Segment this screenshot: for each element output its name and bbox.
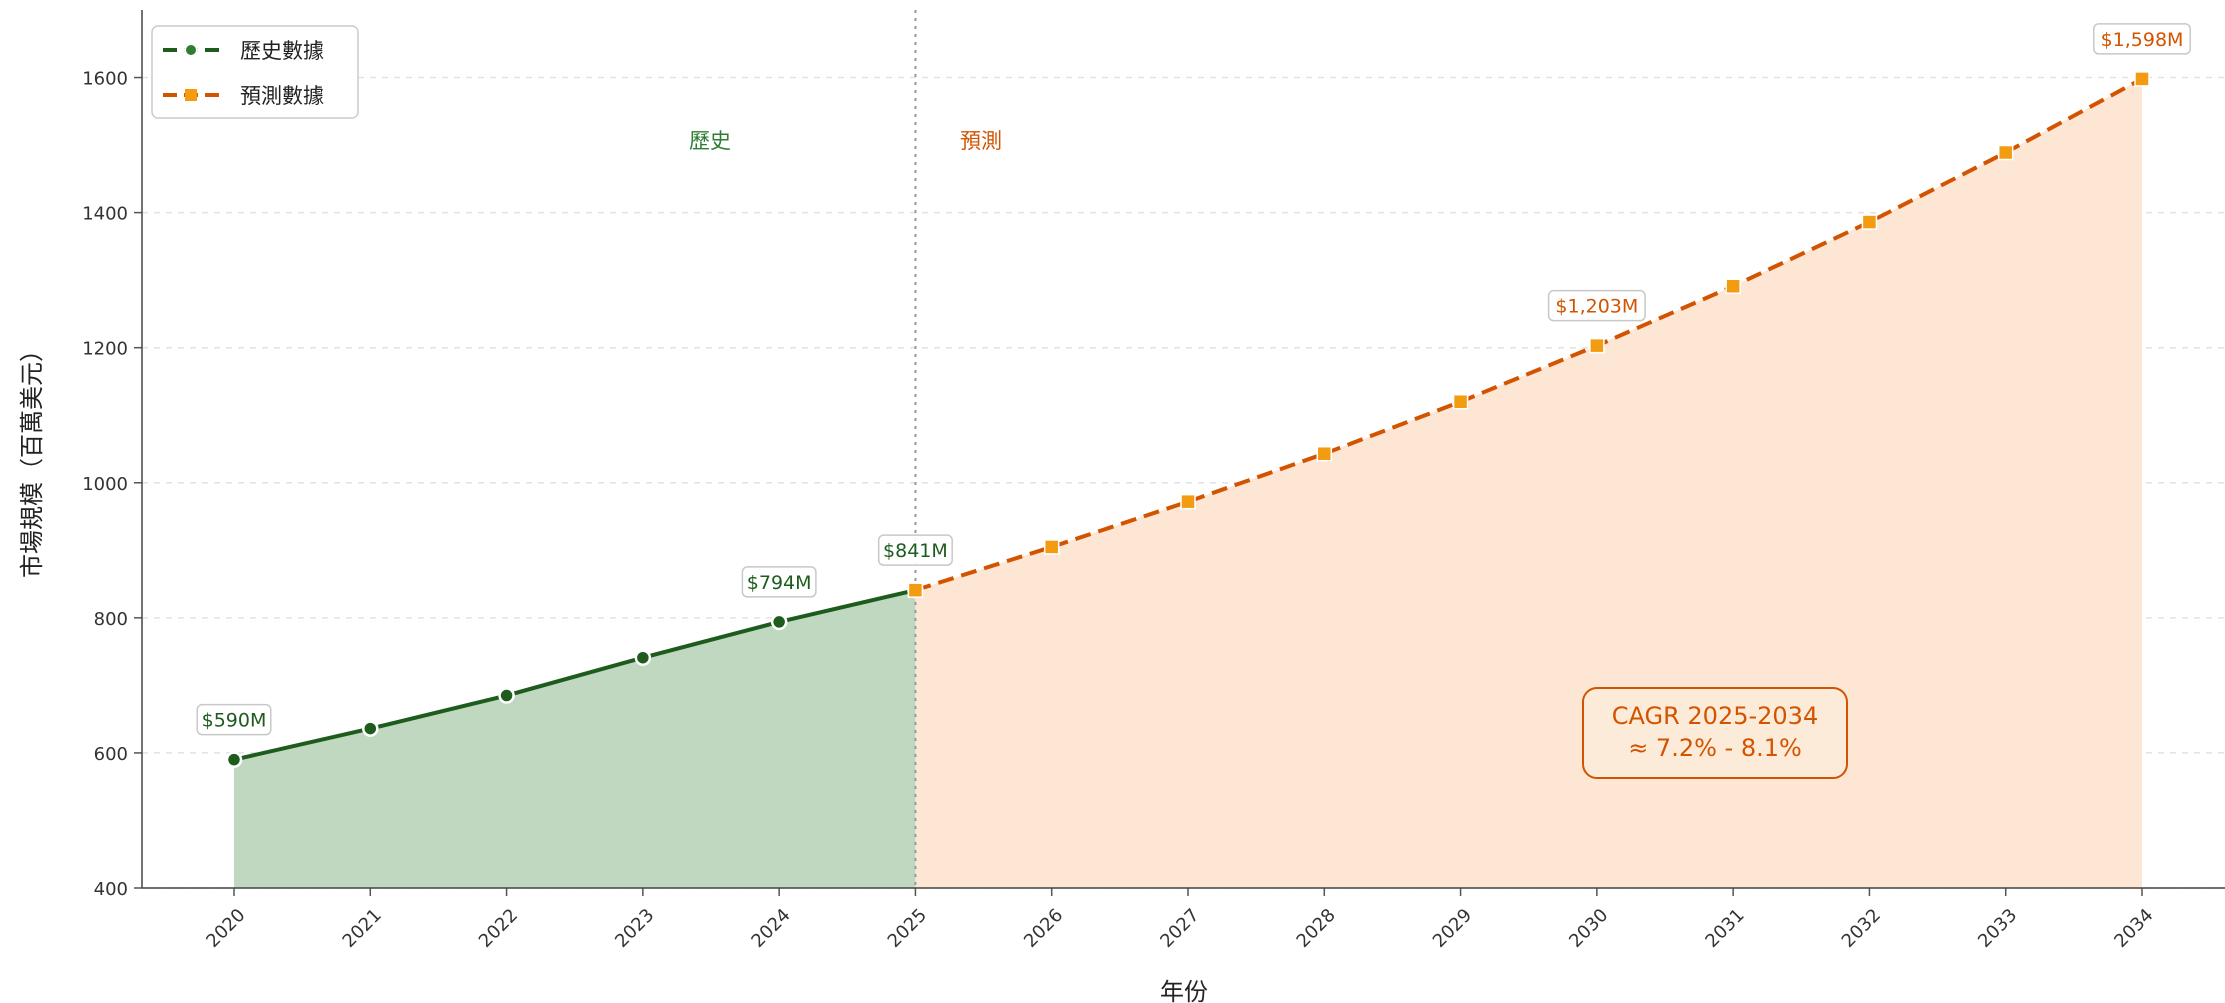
- data-label-2025: $841M: [883, 540, 948, 562]
- y-tick-label-1600: 1600: [82, 69, 128, 90]
- series-1-point-2030: [1589, 337, 1605, 354]
- x-axis-title: 年份: [1160, 978, 1208, 1003]
- y-tick-label-400: 400: [94, 879, 128, 900]
- series-0-point-2021: [362, 720, 379, 737]
- data-label-box-2025: [877, 534, 953, 566]
- data-label-2034: $1,598M: [2101, 29, 2184, 51]
- x-tick-label-2023: 2023: [611, 905, 658, 952]
- history-phase-label: 歷史: [689, 129, 731, 153]
- series-1-point-2033: [1997, 144, 2014, 161]
- data-label-box-2024: [741, 566, 817, 598]
- x-tick-label-2021: 2021: [339, 905, 386, 952]
- series-lines: [233, 77, 2143, 762]
- x-tick-label-2028: 2028: [1293, 905, 1340, 952]
- series-0-area: [234, 590, 916, 888]
- series-1-point-2026: [1043, 539, 1060, 555]
- x-tick-label-2032: 2032: [1838, 905, 1885, 952]
- series-0-line: [233, 588, 916, 762]
- series-0-point-2022: [498, 687, 515, 704]
- data-label-2030: $1,203M: [1555, 296, 1638, 318]
- y-axis-title: 市場規模（百萬美元）: [18, 338, 46, 578]
- x-tick-label-2025: 2025: [884, 905, 931, 952]
- series-1-point-2034: [2134, 71, 2150, 87]
- x-tick-label-2026: 2026: [1020, 905, 1067, 952]
- legend-forecast-label: 預測數據: [240, 84, 324, 108]
- area-fills: [234, 78, 2142, 889]
- x-tick-label-2031: 2031: [1701, 905, 1748, 952]
- series-1-point-2028: [1316, 445, 1333, 462]
- cagr-annotation: CAGR 2025-2034 ≈ 7.2% - 8.1%: [1582, 687, 1848, 779]
- series-1-point-2032: [1861, 214, 1878, 230]
- data-labels: $590M $794M $841M $1,203M $1,598M: [196, 23, 2191, 736]
- series-0-point-2024: [770, 613, 788, 631]
- x-tick-label-2020: 2020: [202, 905, 249, 952]
- cagr-annotation-line1: CAGR 2025-2034: [1612, 702, 1818, 730]
- data-label-2024: $794M: [747, 572, 812, 594]
- x-tick-label-2029: 2029: [1429, 905, 1476, 952]
- x-tick-label-2027: 2027: [1156, 905, 1203, 952]
- series-markers: [225, 71, 2150, 768]
- series-1-point-2029: [1452, 393, 1469, 410]
- data-label-2020: $590M: [202, 710, 267, 732]
- y-tick-label-1400: 1400: [82, 204, 128, 225]
- legend-forecast-marker: [185, 89, 197, 101]
- cagr-annotation-line2: ≈ 7.2% - 8.1%: [1628, 734, 1802, 762]
- series-1-line: [914, 77, 2143, 593]
- x-tick-label-2024: 2024: [747, 905, 794, 952]
- series-1-point-2025: [907, 582, 924, 598]
- data-label-box-2030: [1547, 289, 1646, 322]
- series-1-point-2031: [1725, 278, 1741, 294]
- series-0-point-2023: [634, 649, 652, 666]
- x-tick-label-2022: 2022: [475, 905, 522, 952]
- x-tick-label-2034: 2034: [2110, 905, 2157, 952]
- cagr-annotation-box: [1582, 687, 1848, 779]
- y-tick-label-600: 600: [94, 744, 128, 765]
- legend: 歷史數據 預測數據: [151, 25, 359, 119]
- forecast-phase-label: 預測: [960, 129, 1002, 153]
- series-0-point-2020: [225, 751, 243, 768]
- data-label-box-2020: [196, 703, 272, 736]
- data-label-box-2034: [2093, 23, 2191, 55]
- legend-history-marker: [184, 43, 198, 57]
- x-tick-label-2030: 2030: [1565, 905, 1612, 952]
- y-tick-label-800: 800: [94, 609, 128, 630]
- y-tick-label-1200: 1200: [82, 339, 128, 360]
- legend-box: [151, 25, 359, 119]
- x-tick-label-2033: 2033: [1974, 905, 2021, 952]
- legend-history-label: 歷史數據: [240, 39, 324, 63]
- series-1-area: [915, 78, 2142, 889]
- y-tick-label-1000: 1000: [82, 474, 128, 495]
- series-1-point-2027: [1180, 493, 1196, 510]
